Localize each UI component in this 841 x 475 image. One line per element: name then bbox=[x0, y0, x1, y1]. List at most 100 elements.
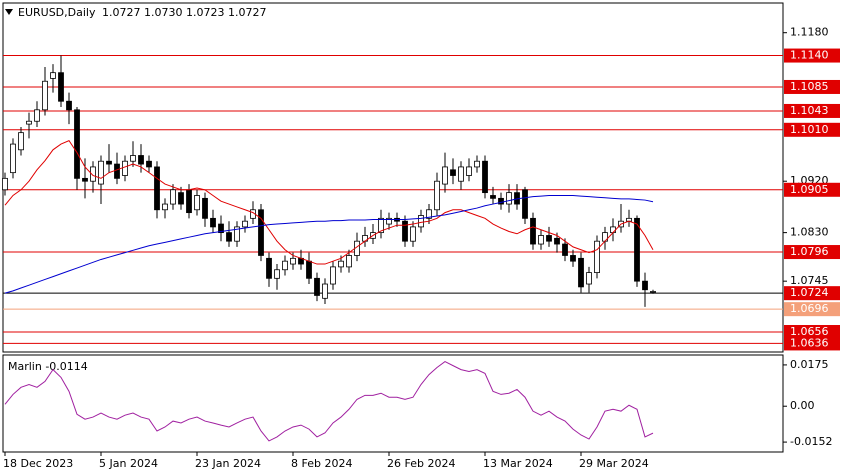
level-label: 1.1140 bbox=[790, 49, 829, 62]
candle-body bbox=[258, 209, 264, 256]
candle-body bbox=[10, 143, 16, 174]
level-label-box bbox=[784, 103, 840, 118]
candle-body bbox=[282, 260, 288, 271]
indicator-title: Marlin -0.0114 bbox=[8, 360, 88, 373]
candle-body bbox=[634, 217, 640, 282]
x-tick-label: 18 Dec 2023 bbox=[3, 457, 73, 470]
candle-body bbox=[570, 255, 576, 262]
candle-body bbox=[474, 160, 480, 168]
x-tick-label: 5 Jan 2024 bbox=[99, 457, 158, 470]
x-tick-label: 26 Feb 2024 bbox=[387, 457, 455, 470]
candle-body bbox=[170, 189, 176, 205]
candle-body bbox=[378, 217, 384, 234]
candle-body bbox=[74, 109, 80, 179]
candle-body bbox=[130, 155, 136, 162]
candle-body bbox=[554, 237, 560, 245]
y-tick-label: 1.0830 bbox=[790, 226, 829, 239]
candle-body bbox=[322, 283, 328, 299]
level-label-box bbox=[784, 122, 840, 137]
candle-body bbox=[226, 232, 232, 242]
level-label-box bbox=[784, 325, 840, 340]
candle-body bbox=[650, 291, 656, 293]
quote: 1.0727 1.0730 1.0723 1.0727 bbox=[102, 6, 266, 19]
level-label: 1.0656 bbox=[790, 325, 829, 338]
candle-body bbox=[218, 223, 224, 234]
candle-body bbox=[266, 257, 272, 279]
candle-body bbox=[66, 100, 72, 111]
level-label-box bbox=[784, 245, 840, 260]
y-tick-label: 0.00 bbox=[790, 399, 815, 412]
candle-body bbox=[498, 197, 504, 205]
candle-body bbox=[402, 220, 408, 242]
candle-body bbox=[242, 220, 248, 228]
candle-body bbox=[546, 235, 552, 242]
candle-body bbox=[642, 280, 648, 291]
candle-body bbox=[306, 260, 312, 279]
series-line bbox=[4, 194, 654, 294]
candle-body bbox=[202, 197, 208, 219]
level-label-box bbox=[784, 182, 840, 197]
level-label-box bbox=[784, 48, 840, 63]
candle-body bbox=[98, 160, 104, 185]
candle-body bbox=[42, 80, 48, 111]
candle-body bbox=[594, 240, 600, 274]
candle-body bbox=[450, 169, 456, 176]
candle-body bbox=[442, 166, 448, 185]
candle-body bbox=[210, 217, 216, 228]
level-label: 1.1085 bbox=[790, 80, 829, 93]
candle-body bbox=[386, 217, 392, 225]
candle-body bbox=[186, 189, 192, 214]
level-label-box bbox=[784, 302, 840, 317]
candle-body bbox=[418, 215, 424, 228]
series-line bbox=[4, 361, 654, 442]
candle-body bbox=[458, 166, 464, 182]
candle-body bbox=[482, 160, 488, 194]
candle-body bbox=[506, 192, 512, 205]
y-tick-label: 1.0745 bbox=[790, 274, 829, 287]
level-label: 1.0696 bbox=[790, 302, 829, 315]
x-tick-label: 29 Mar 2024 bbox=[579, 457, 649, 470]
candle-body bbox=[434, 180, 440, 211]
candle-body bbox=[58, 72, 64, 102]
x-tick-label: 13 Mar 2024 bbox=[483, 457, 553, 470]
level-label: 1.0905 bbox=[790, 183, 829, 196]
candle-body bbox=[522, 189, 528, 219]
candle-body bbox=[114, 163, 120, 179]
candle-body bbox=[154, 166, 160, 211]
candle-body bbox=[50, 72, 56, 79]
level-label: 1.0636 bbox=[790, 336, 829, 349]
candle-body bbox=[2, 177, 8, 191]
level-label-box bbox=[784, 336, 840, 351]
y-tick-label: -0.0152 bbox=[790, 435, 832, 448]
y-tick-label: 1.1180 bbox=[790, 26, 829, 39]
candle-body bbox=[586, 272, 592, 285]
candle-body bbox=[162, 203, 168, 211]
candle-body bbox=[138, 155, 144, 165]
level-label-box bbox=[784, 286, 840, 301]
candle-body bbox=[290, 257, 296, 265]
level-label: 1.1010 bbox=[790, 123, 829, 136]
candle-body bbox=[34, 109, 40, 122]
candle-body bbox=[338, 260, 344, 268]
candle-body bbox=[410, 226, 416, 242]
candle-body bbox=[194, 195, 200, 211]
candle-body bbox=[90, 166, 96, 182]
candle-body bbox=[18, 132, 24, 151]
candle-body bbox=[578, 257, 584, 288]
candle-body bbox=[82, 177, 88, 182]
candle-body bbox=[610, 226, 616, 234]
main-panel bbox=[2, 2, 784, 353]
candle-body bbox=[234, 226, 240, 242]
x-tick-label: 23 Jan 2024 bbox=[195, 457, 261, 470]
chart-title: EURUSD,Daily bbox=[18, 6, 96, 19]
level-label: 1.0724 bbox=[790, 286, 829, 299]
candle-body bbox=[178, 192, 184, 205]
candle-body bbox=[530, 217, 536, 245]
level-label-box bbox=[784, 79, 840, 94]
y-tick-label: 0.0175 bbox=[790, 358, 829, 371]
candle-body bbox=[330, 266, 336, 285]
series-line bbox=[4, 140, 654, 265]
menu-arrow bbox=[5, 9, 13, 15]
candle-body bbox=[562, 243, 568, 256]
